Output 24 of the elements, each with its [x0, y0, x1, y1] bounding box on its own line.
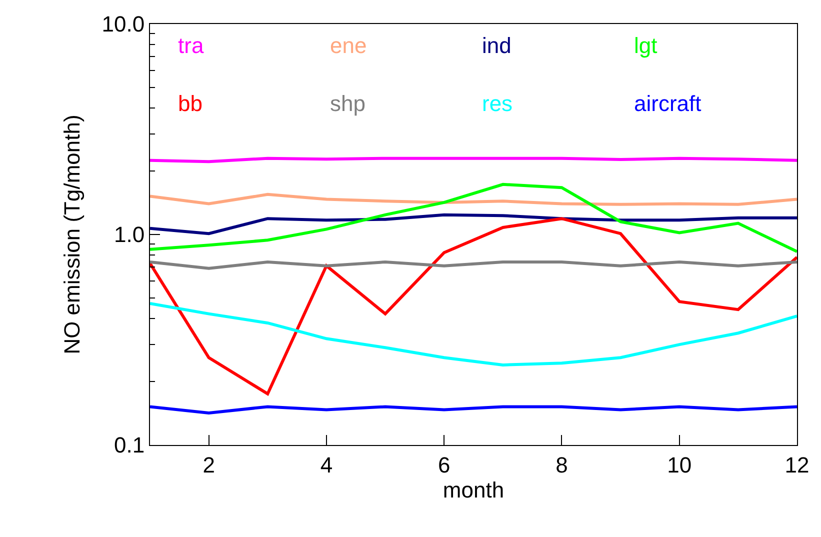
line-series: [150, 192, 797, 206]
text: aircraft: [634, 91, 702, 116]
line-series: [150, 217, 797, 396]
line-series: [150, 213, 797, 236]
x-tick-label: 10: [667, 452, 692, 478]
line-series: [150, 302, 797, 366]
x-tick-label: 8: [556, 452, 568, 478]
text: lgt: [634, 33, 658, 58]
x-tick-label: 12: [784, 452, 810, 478]
text: bb: [178, 91, 202, 116]
text: ene: [330, 33, 367, 58]
line-series: [150, 182, 797, 254]
text: ind: [482, 33, 512, 58]
y-axis-title: NO emission (Tg/month): [60, 114, 85, 354]
text: shp: [330, 91, 366, 116]
x-axis-title: month: [442, 477, 504, 502]
y-tick-label: 0.1: [114, 432, 145, 458]
x-tick-label: 4: [320, 452, 333, 478]
x-tick-label: 2: [202, 452, 215, 478]
x-tick-label: 6: [438, 452, 450, 478]
text: tra: [178, 33, 204, 58]
y-tick-label: 10.0: [102, 12, 145, 37]
y-tick-label: 1.0: [114, 222, 145, 248]
text: res: [482, 91, 513, 116]
